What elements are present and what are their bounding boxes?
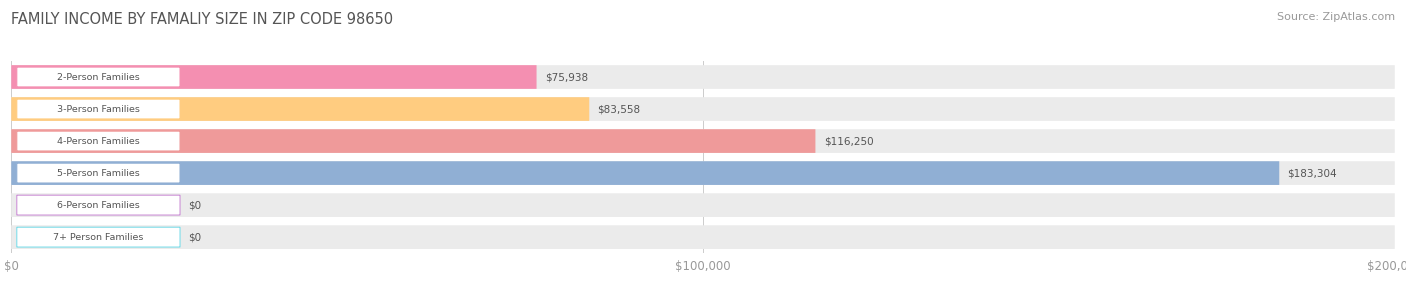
FancyBboxPatch shape (17, 67, 180, 87)
FancyBboxPatch shape (11, 97, 1395, 121)
FancyBboxPatch shape (17, 163, 180, 183)
Text: $0: $0 (188, 232, 201, 242)
Text: 2-Person Families: 2-Person Families (58, 73, 139, 81)
FancyBboxPatch shape (11, 161, 1279, 185)
FancyBboxPatch shape (11, 225, 1395, 249)
Text: $83,558: $83,558 (598, 104, 641, 114)
FancyBboxPatch shape (17, 195, 180, 215)
Text: 7+ Person Families: 7+ Person Families (53, 233, 143, 242)
Text: 4-Person Families: 4-Person Families (58, 137, 139, 145)
FancyBboxPatch shape (11, 65, 1395, 89)
Text: 3-Person Families: 3-Person Families (58, 105, 139, 113)
FancyBboxPatch shape (11, 129, 815, 153)
Text: $0: $0 (188, 200, 201, 210)
FancyBboxPatch shape (11, 97, 589, 121)
Text: FAMILY INCOME BY FAMALIY SIZE IN ZIP CODE 98650: FAMILY INCOME BY FAMALIY SIZE IN ZIP COD… (11, 12, 394, 27)
Text: $75,938: $75,938 (546, 72, 588, 82)
FancyBboxPatch shape (11, 161, 1395, 185)
Text: Source: ZipAtlas.com: Source: ZipAtlas.com (1277, 12, 1395, 22)
Text: 6-Person Families: 6-Person Families (58, 201, 139, 210)
Text: $183,304: $183,304 (1288, 168, 1337, 178)
FancyBboxPatch shape (17, 131, 180, 151)
Text: 5-Person Families: 5-Person Families (58, 169, 139, 178)
FancyBboxPatch shape (17, 227, 180, 247)
FancyBboxPatch shape (17, 99, 180, 119)
FancyBboxPatch shape (11, 65, 537, 89)
Text: $116,250: $116,250 (824, 136, 873, 146)
FancyBboxPatch shape (11, 129, 1395, 153)
FancyBboxPatch shape (11, 193, 1395, 217)
